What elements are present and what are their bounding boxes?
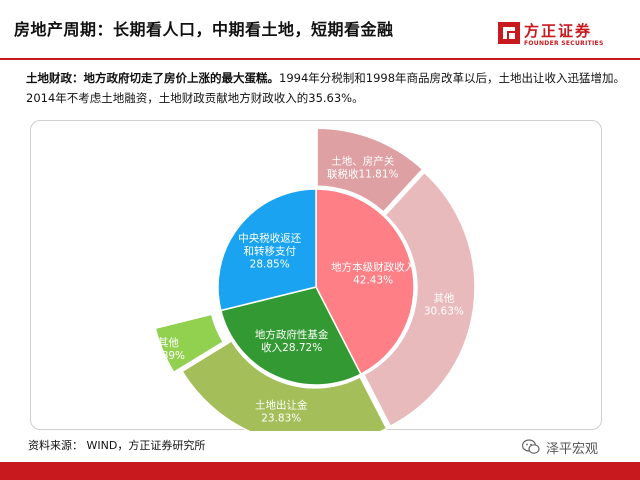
inner-slice-2: [217, 188, 317, 312]
outer-slice-2: [181, 340, 388, 431]
slide-header: 房地产周期：长期看人口，中期看土地，短期看金融 方正证券 FOUNDER SEC…: [0, 0, 640, 58]
intro-body: 1994年分税制和1998年商品房改革以后，土地出让收入迅猛增加。2014年不考…: [26, 71, 626, 105]
founder-logo-icon: [498, 22, 520, 44]
inner-label-2: 中央税收返还和转移支付 28.85%: [238, 232, 301, 271]
intro-lead: 土地财政：地方政府切走了房价上涨的最大蛋糕。: [26, 71, 279, 85]
brand-name: 方正证券: [524, 22, 593, 40]
inner-slice-0: [315, 188, 415, 376]
outer-slice-1: [362, 171, 476, 428]
outer-slice-0: [316, 127, 424, 214]
page-title: 房地产周期：长期看人口，中期看土地，短期看金融: [14, 20, 394, 39]
watermark-text: 泽平宏观: [546, 442, 599, 457]
outer-label-3: 其他 4.89%: [152, 336, 185, 362]
chart-frame: 地方本级财政收入 42.43% 地方政府性基金收入28.72% 中央税收返还和转移支付…: [30, 120, 602, 431]
brand-subtitle: FOUNDER SECURITIES: [524, 40, 604, 47]
inner-label-0: 地方本级财政收入 42.43%: [331, 261, 415, 287]
outer-slice-3: [154, 313, 225, 374]
watermark: 泽平宏观: [522, 438, 632, 457]
nested-donut-chart: 地方本级财政收入 42.43% 地方政府性基金收入28.72% 中央税收返还和转移支付…: [152, 127, 476, 431]
wechat-icon: [522, 439, 540, 454]
outer-label-1: 其他 30.63%: [424, 292, 464, 318]
inner-label-1: 地方政府性基金收入28.72%: [255, 328, 329, 354]
outer-label-0: 土地、房产关联税收11.81%: [327, 154, 399, 180]
source-note: 资料来源： WIND，方正证券研究所: [28, 439, 206, 452]
footer-bar: [0, 462, 640, 480]
header-divider: [0, 58, 640, 60]
outer-label-2: 土地出让金 23.83%: [255, 399, 308, 425]
inner-slice-1: [219, 286, 362, 386]
intro-paragraph: 土地财政：地方政府切走了房价上涨的最大蛋糕。1994年分税制和1998年商品房改…: [26, 68, 626, 108]
brand-logo: 方正证券 FOUNDER SECURITIES: [498, 20, 618, 54]
